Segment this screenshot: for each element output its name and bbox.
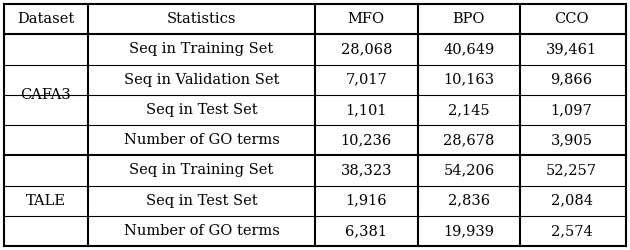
Text: 2,836: 2,836 bbox=[448, 194, 490, 207]
Text: 1,101: 1,101 bbox=[346, 103, 387, 117]
Text: TALE: TALE bbox=[26, 194, 66, 207]
Text: 1,916: 1,916 bbox=[345, 194, 387, 207]
Text: Seq in Training Set: Seq in Training Set bbox=[129, 164, 273, 177]
Text: Seq in Test Set: Seq in Test Set bbox=[146, 103, 257, 117]
Text: Dataset: Dataset bbox=[18, 12, 74, 26]
Text: 54,206: 54,206 bbox=[444, 164, 495, 177]
Text: MFO: MFO bbox=[348, 12, 385, 26]
Text: BPO: BPO bbox=[453, 12, 485, 26]
Text: 2,574: 2,574 bbox=[551, 224, 592, 238]
Text: 28,678: 28,678 bbox=[444, 133, 495, 147]
Text: 40,649: 40,649 bbox=[444, 42, 495, 56]
Text: 2,084: 2,084 bbox=[551, 194, 593, 207]
Text: 38,323: 38,323 bbox=[341, 164, 392, 177]
Text: 1,097: 1,097 bbox=[551, 103, 592, 117]
Text: Number of GO terms: Number of GO terms bbox=[123, 224, 280, 238]
Text: 10,163: 10,163 bbox=[444, 72, 495, 87]
Text: 39,461: 39,461 bbox=[546, 42, 597, 56]
Text: 28,068: 28,068 bbox=[341, 42, 392, 56]
Text: 9,866: 9,866 bbox=[551, 72, 593, 87]
Text: Number of GO terms: Number of GO terms bbox=[123, 133, 280, 147]
Text: Seq in Validation Set: Seq in Validation Set bbox=[124, 72, 279, 87]
Text: 52,257: 52,257 bbox=[546, 164, 597, 177]
Text: CCO: CCO bbox=[554, 12, 589, 26]
Text: Statistics: Statistics bbox=[167, 12, 236, 26]
Text: 6,381: 6,381 bbox=[345, 224, 387, 238]
Text: Seq in Training Set: Seq in Training Set bbox=[129, 42, 273, 56]
Text: CAFA3: CAFA3 bbox=[21, 88, 71, 102]
Text: Seq in Test Set: Seq in Test Set bbox=[146, 194, 257, 207]
Text: 19,939: 19,939 bbox=[444, 224, 495, 238]
Text: 7,017: 7,017 bbox=[345, 72, 387, 87]
Text: 10,236: 10,236 bbox=[341, 133, 392, 147]
Text: 2,145: 2,145 bbox=[448, 103, 490, 117]
Text: 3,905: 3,905 bbox=[551, 133, 593, 147]
